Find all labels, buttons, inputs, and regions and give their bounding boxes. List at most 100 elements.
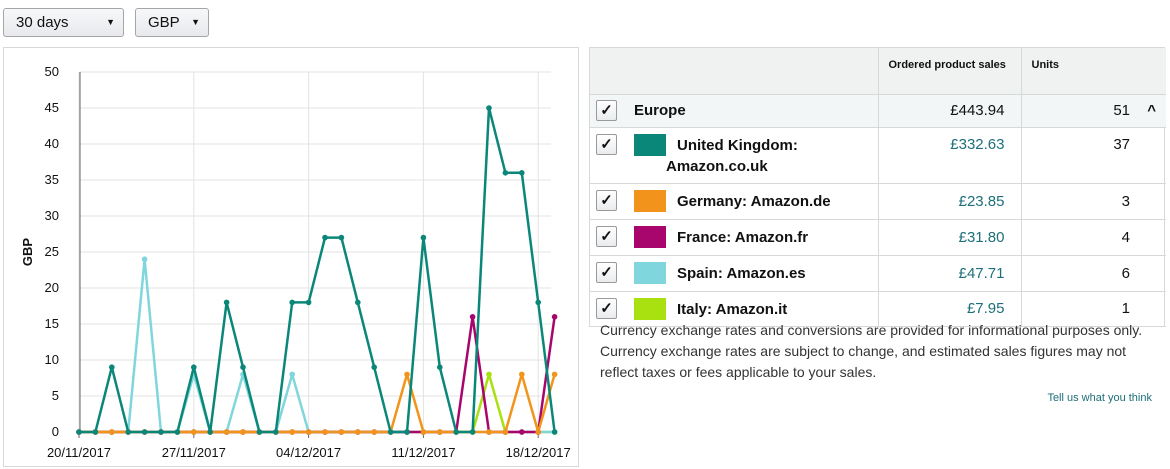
marketplace-name: Italy: Amazon.it (677, 300, 788, 318)
currency-value: GBP (148, 14, 180, 31)
series-color-swatch (634, 133, 666, 156)
data-point (502, 170, 509, 176)
data-point (519, 429, 525, 435)
data-point (141, 256, 148, 262)
data-point (551, 371, 558, 378)
series-line (79, 315, 556, 434)
y-tick-label: 45 (45, 100, 59, 115)
data-point (289, 371, 296, 378)
dropdown-caret-icon: ▼ (191, 17, 200, 27)
feedback-link[interactable]: Tell us what you think (1047, 392, 1152, 404)
region-name: Europe (634, 101, 686, 119)
series-color-swatch (634, 297, 666, 320)
data-point (240, 429, 246, 435)
region-sales: £443.94 (877, 94, 1021, 128)
marketplace-units: 6 (1020, 255, 1166, 292)
series-color-swatch (634, 261, 666, 284)
marketplace-row: ✓ Spain: Amazon.es £47.71 6 (590, 255, 1166, 292)
data-point (338, 234, 345, 241)
marketplace-checkbox[interactable]: ✓ (596, 133, 617, 155)
data-point (141, 429, 148, 435)
data-point (355, 299, 361, 306)
data-point (355, 429, 361, 435)
y-tick-label: 50 (45, 64, 59, 79)
data-point (240, 364, 246, 371)
x-tick-label: 18/12/2017 (506, 445, 571, 460)
data-point (223, 299, 230, 306)
region-row-europe[interactable]: ✓ Europe £443.94 51 ^ (590, 94, 1166, 128)
marketplace-name: France: Amazon.fr (677, 228, 809, 246)
chart-series (76, 105, 558, 435)
y-tick-label: 5 (52, 388, 59, 403)
marketplace-checkbox[interactable]: ✓ (596, 261, 617, 283)
marketplace-name: United Kingdom: Amazon.co.uk (666, 136, 798, 175)
x-tick-label: 11/12/2017 (391, 445, 455, 460)
marketplace-name: Spain: Amazon.es (677, 264, 806, 282)
data-point (223, 429, 230, 435)
y-tick-label: 35 (45, 172, 59, 187)
data-point (486, 429, 492, 435)
data-point (322, 234, 328, 241)
data-point (109, 429, 115, 435)
marketplace-checkbox[interactable]: ✓ (596, 297, 617, 319)
marketplace-row: ✓ France: Amazon.fr £31.80 4 (590, 219, 1166, 256)
sales-line-chart: 0 5 10 15 20 25 30 35 40 45 50 20/11/2017 27/11/2017… (20, 64, 571, 460)
data-point (535, 299, 541, 306)
data-point (371, 429, 378, 435)
data-point (76, 429, 82, 435)
dropdown-caret-icon: ▼ (106, 17, 115, 27)
data-point (256, 429, 263, 435)
series-line (79, 257, 555, 434)
data-point (387, 429, 394, 435)
data-point (92, 429, 99, 435)
data-point (191, 364, 197, 371)
data-point (305, 429, 312, 435)
marketplace-units: 3 (1020, 183, 1166, 220)
data-point (469, 314, 476, 320)
data-point (289, 429, 296, 435)
data-point (437, 429, 443, 435)
data-point (207, 429, 213, 435)
data-point (158, 429, 164, 435)
data-point (502, 429, 509, 435)
data-point (486, 371, 492, 378)
marketplace-row: ✓ Germany: Amazon.de £23.85 3 (590, 183, 1166, 220)
marketplace-name: Germany: Amazon.de (677, 192, 831, 210)
data-point (322, 429, 328, 435)
exchange-rate-disclaimer: Currency exchange rates and conversions … (600, 322, 1143, 380)
data-point (109, 364, 115, 371)
date-range-select[interactable]: 30 days ▼ (3, 8, 124, 37)
marketplace-sales: £47.71 (877, 255, 1021, 292)
marketplace-sales: £7.95 (877, 291, 1021, 327)
currency-select[interactable]: GBP ▼ (135, 8, 209, 37)
region-header (590, 48, 878, 95)
region-units: 51 (1113, 101, 1130, 119)
data-point (305, 299, 312, 306)
data-point (519, 170, 525, 176)
data-point (404, 371, 410, 378)
data-point (519, 371, 525, 378)
data-point (551, 429, 558, 435)
marketplace-units: 1 (1020, 291, 1166, 327)
data-point (174, 429, 181, 435)
marketplace-row: ✓ United Kingdom: Amazon.co.uk £332.63 3… (590, 127, 1166, 184)
data-point (469, 429, 476, 435)
europe-checkbox[interactable]: ✓ (596, 99, 617, 121)
marketplace-row: ✓ Italy: Amazon.it £7.95 1 (590, 291, 1166, 327)
y-tick-label: 30 (45, 208, 59, 223)
data-point (404, 429, 410, 435)
marketplace-checkbox[interactable]: ✓ (596, 189, 617, 211)
data-point (420, 429, 427, 435)
units-header: Units (1020, 48, 1166, 95)
data-point (420, 234, 427, 241)
data-point (191, 429, 197, 435)
chevron-up-icon[interactable]: ^ (1147, 101, 1156, 119)
x-tick-label: 04/12/2017 (276, 445, 341, 460)
marketplace-checkbox[interactable]: ✓ (596, 225, 617, 247)
marketplace-units: 4 (1020, 219, 1166, 256)
marketplace-sales: £23.85 (877, 183, 1021, 220)
data-point (535, 429, 541, 435)
y-tick-label: 10 (45, 352, 59, 367)
data-point (338, 429, 345, 435)
marketplace-sales: £31.80 (877, 219, 1021, 256)
